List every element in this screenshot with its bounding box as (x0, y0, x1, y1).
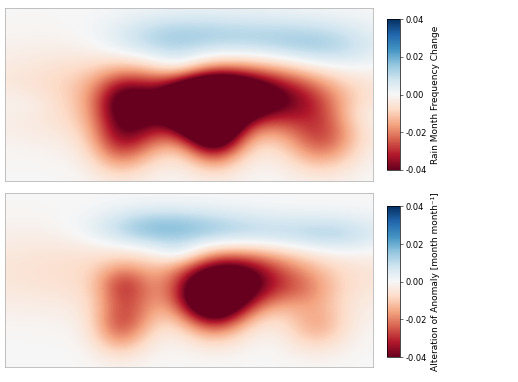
Y-axis label: Rain Month Frequency Change: Rain Month Frequency Change (431, 25, 440, 164)
Y-axis label: Alteration of Anomaly [month month⁻¹]: Alteration of Anomaly [month month⁻¹] (431, 193, 440, 371)
